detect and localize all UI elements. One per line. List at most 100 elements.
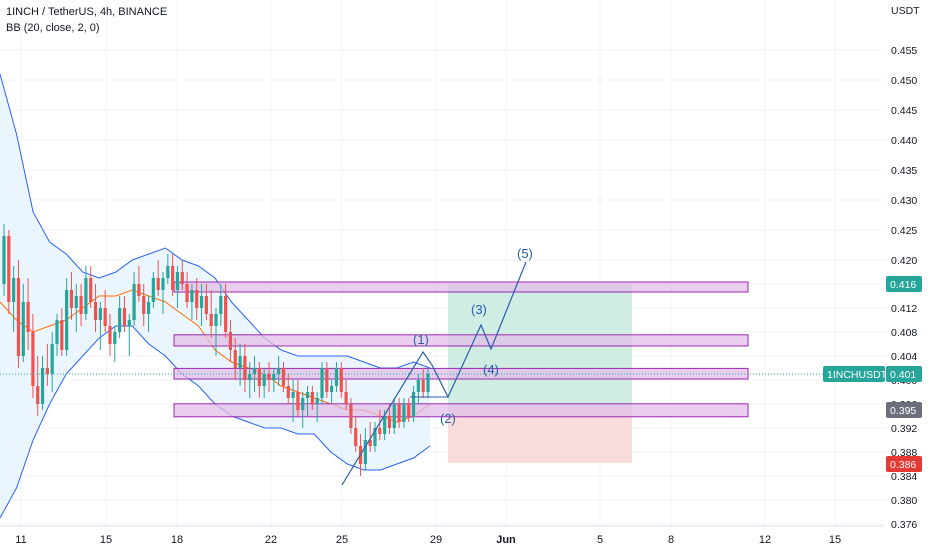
- candle-body: [315, 398, 319, 404]
- price-tick-label: 0.392: [891, 423, 917, 435]
- candle-body: [344, 392, 348, 404]
- candle-body: [98, 308, 102, 320]
- price-tick-label: 0.430: [891, 195, 917, 207]
- wave-label: (3): [471, 302, 487, 317]
- price-tick-label: 0.420: [891, 255, 917, 267]
- candle-body: [397, 404, 401, 422]
- support-resistance-zone: [173, 403, 749, 418]
- candle-body: [40, 368, 45, 404]
- candle-body: [127, 320, 131, 326]
- price-badge-label: 0.416: [890, 279, 916, 291]
- price-tick-label: 0.384: [891, 471, 917, 483]
- candle-body: [45, 368, 49, 374]
- candle-body: [122, 308, 127, 326]
- indicator-legend[interactable]: BB (20, close, 2, 0): [6, 22, 100, 34]
- candle-body: [204, 296, 208, 314]
- candle-body: [7, 236, 11, 302]
- candle-body: [363, 440, 367, 464]
- candle-body: [151, 278, 155, 302]
- time-tick-label: 11: [15, 534, 26, 546]
- price-badge: [886, 366, 922, 382]
- candle-body: [185, 284, 189, 302]
- time-tick-label: 15: [100, 534, 112, 546]
- symbol-title: 1INCH / TetherUS, 4h, BINANCE: [6, 6, 168, 18]
- candle-body: [65, 290, 69, 350]
- price-tick-label: 0.435: [891, 165, 917, 177]
- candle-body: [411, 392, 416, 416]
- candlestick-series: [2, 224, 430, 476]
- candle-body: [209, 314, 213, 326]
- candle-body: [93, 302, 98, 320]
- price-badge: [886, 456, 922, 472]
- price-axis[interactable]: USDT 0.455 0.450 0.445 0.440 0.435 0.430 0.425 0…: [823, 5, 922, 531]
- candle-body: [199, 296, 204, 308]
- price-tick-label: 0.412: [891, 303, 917, 315]
- price-badge-label: 0.386: [890, 459, 916, 471]
- candle-body: [291, 392, 295, 398]
- candle-body: [301, 398, 305, 410]
- candle-body: [190, 290, 194, 302]
- price-tick-label: 0.376: [891, 519, 917, 531]
- candle-body: [12, 278, 16, 302]
- candle-body: [132, 284, 136, 320]
- candle-body: [243, 356, 247, 380]
- support-resistance-zone: [173, 281, 749, 293]
- candle-body: [296, 392, 300, 410]
- time-tick-label: 18: [171, 534, 183, 546]
- price-axis-unit: USDT: [891, 5, 920, 17]
- wave-label: (5): [517, 246, 533, 261]
- candle-body: [55, 320, 59, 344]
- candle-body: [156, 278, 160, 290]
- candle-body: [108, 326, 112, 344]
- price-tick-label: 0.425: [891, 225, 917, 237]
- time-tick-label: 12: [759, 534, 771, 546]
- candle-body: [180, 272, 184, 284]
- support-resistance-zone: [173, 334, 749, 347]
- time-tick-label: 29: [430, 534, 442, 546]
- price-tick-label: 0.380: [891, 495, 917, 507]
- candle-body: [103, 308, 107, 326]
- price-tick-label: 0.450: [891, 75, 917, 87]
- candle-body: [233, 350, 237, 368]
- candle-body: [407, 404, 411, 416]
- price-tick-label: 0.408: [891, 327, 917, 339]
- candle-body: [281, 368, 286, 386]
- candle-body: [79, 296, 83, 314]
- candle-body: [31, 332, 35, 386]
- upper-band-line: [0, 73, 431, 369]
- candle-body: [137, 284, 141, 296]
- candle-body: [118, 308, 122, 332]
- price-tick-label: 0.440: [891, 135, 917, 147]
- candle-body: [21, 302, 25, 356]
- candle-body: [368, 440, 372, 446]
- candle-body: [378, 428, 382, 434]
- time-axis[interactable]: 11 15 18 22 25 29 Jun 5 8 12 15: [0, 525, 884, 546]
- candle-body: [252, 368, 257, 374]
- candle-body: [2, 236, 6, 284]
- time-tick-label: 15: [829, 534, 841, 546]
- candle-body: [267, 374, 271, 380]
- candle-body: [238, 356, 242, 368]
- candle-body: [26, 302, 30, 332]
- candle-body: [421, 380, 425, 392]
- candle-body: [166, 266, 170, 278]
- candle-body: [262, 374, 266, 386]
- time-tick-label: 8: [668, 534, 674, 546]
- candle-body: [146, 302, 151, 314]
- candle-body: [310, 392, 314, 404]
- candle-body: [74, 296, 78, 308]
- candle-body: [402, 404, 406, 422]
- candle-body: [277, 368, 281, 374]
- candle-body: [142, 296, 146, 314]
- candle-body: [392, 404, 396, 428]
- candle-body: [16, 278, 21, 356]
- candle-body: [248, 374, 252, 380]
- candle-body: [113, 332, 117, 344]
- elliott-wave-drawing[interactable]: (1) (2) (3) (4) (5): [341, 246, 533, 486]
- candle-body: [334, 368, 339, 386]
- time-tick-label: 22: [265, 534, 277, 546]
- candle-body: [161, 278, 165, 290]
- time-tick-label: 5: [597, 534, 603, 546]
- candle-body: [272, 374, 276, 380]
